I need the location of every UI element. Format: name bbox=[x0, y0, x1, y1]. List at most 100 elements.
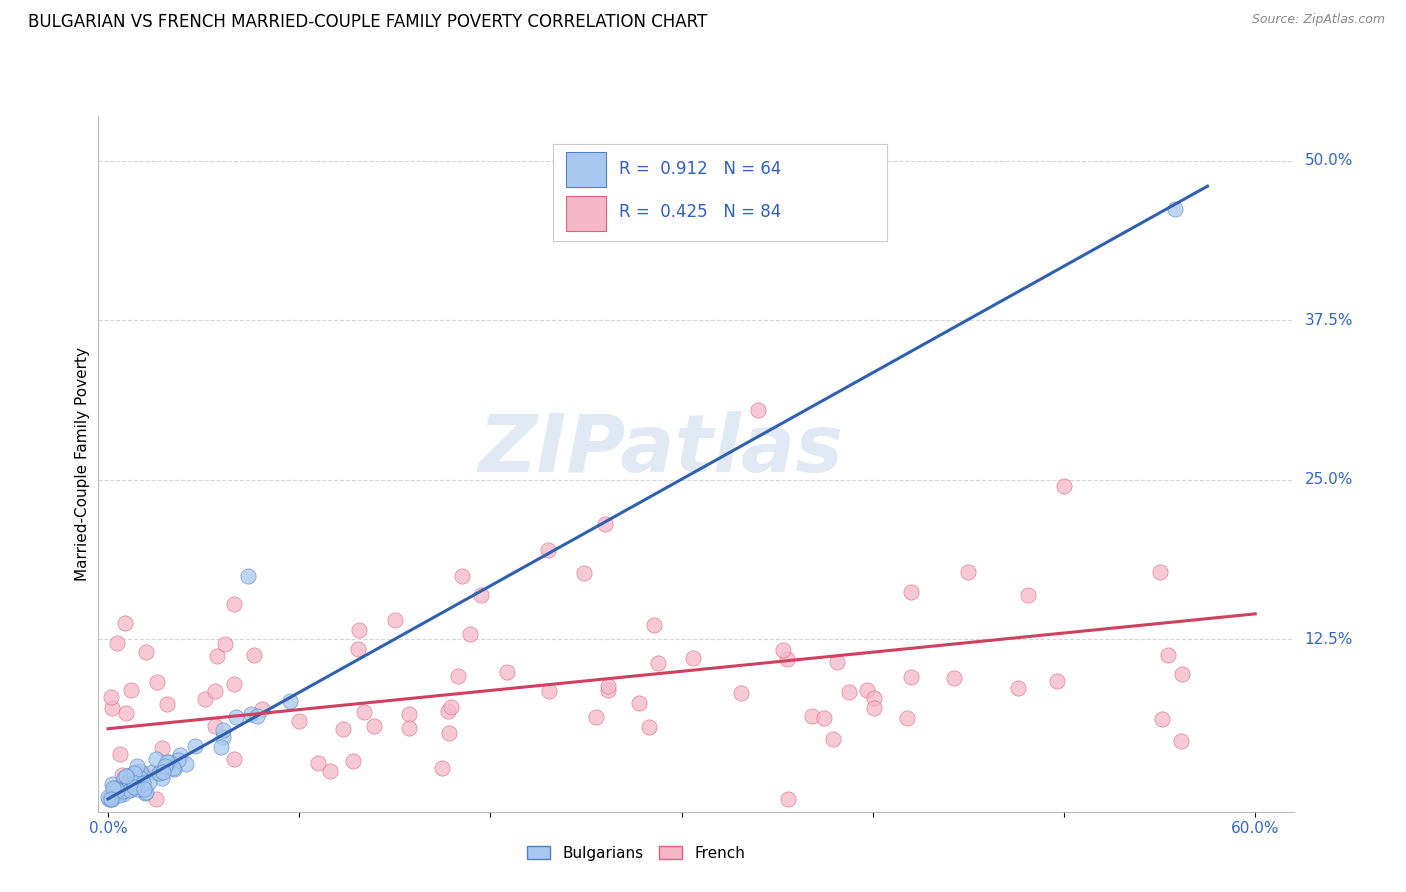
Point bbox=[100, 792, 122, 806]
Point bbox=[900, 670, 922, 684]
Point bbox=[138, 774, 160, 789]
Point bbox=[942, 671, 965, 685]
Point bbox=[124, 777, 146, 791]
Point bbox=[125, 764, 148, 779]
Point bbox=[825, 655, 848, 669]
Point bbox=[132, 776, 155, 790]
Point bbox=[152, 764, 174, 779]
Point bbox=[437, 704, 460, 718]
Point bbox=[307, 756, 329, 771]
Point bbox=[863, 690, 886, 705]
Point bbox=[747, 402, 769, 417]
Point bbox=[222, 597, 245, 611]
Point bbox=[110, 787, 132, 801]
Point bbox=[537, 543, 560, 558]
Point bbox=[100, 700, 122, 714]
Point bbox=[250, 702, 273, 716]
Point bbox=[243, 648, 266, 662]
Point bbox=[450, 568, 472, 582]
Point bbox=[120, 768, 142, 782]
Text: 12.5%: 12.5% bbox=[1305, 632, 1353, 647]
Point bbox=[596, 679, 619, 693]
Point bbox=[129, 774, 152, 789]
Point bbox=[129, 764, 152, 779]
Point bbox=[145, 792, 167, 806]
Point bbox=[496, 665, 519, 679]
Point bbox=[132, 781, 155, 796]
Text: BULGARIAN VS FRENCH MARRIED-COUPLE FAMILY POVERTY CORRELATION CHART: BULGARIAN VS FRENCH MARRIED-COUPLE FAMIL… bbox=[28, 13, 707, 31]
Point bbox=[447, 669, 470, 683]
Point bbox=[280, 694, 302, 708]
Point bbox=[207, 649, 229, 664]
Point bbox=[114, 769, 136, 783]
Point bbox=[627, 696, 650, 710]
Point bbox=[112, 772, 135, 786]
Point bbox=[593, 517, 616, 532]
Point bbox=[108, 747, 131, 761]
Point bbox=[111, 767, 134, 781]
Point bbox=[384, 613, 406, 627]
Point bbox=[288, 714, 311, 728]
Point bbox=[150, 771, 173, 785]
Point bbox=[647, 656, 669, 670]
Point bbox=[572, 566, 595, 581]
Point bbox=[1157, 648, 1180, 662]
Point bbox=[772, 642, 794, 657]
Point bbox=[682, 650, 704, 665]
Point bbox=[127, 780, 149, 794]
Point bbox=[118, 775, 141, 789]
Point bbox=[114, 615, 136, 630]
Point bbox=[167, 753, 190, 767]
Text: 37.5%: 37.5% bbox=[1305, 313, 1353, 327]
Point bbox=[97, 789, 120, 804]
Point bbox=[214, 637, 236, 651]
Point bbox=[153, 759, 176, 773]
Point bbox=[643, 617, 665, 632]
Point bbox=[169, 747, 191, 762]
Point bbox=[127, 782, 149, 797]
Point bbox=[1170, 734, 1192, 748]
Point bbox=[157, 756, 180, 770]
Point bbox=[240, 706, 263, 721]
Point bbox=[440, 700, 463, 714]
Text: 50.0%: 50.0% bbox=[1305, 153, 1353, 168]
Point bbox=[163, 762, 186, 776]
Point bbox=[108, 788, 131, 802]
Point bbox=[896, 710, 918, 724]
Point bbox=[470, 588, 492, 602]
Point bbox=[398, 706, 420, 721]
Point bbox=[638, 720, 661, 734]
Point bbox=[439, 726, 461, 740]
Point bbox=[100, 777, 122, 791]
Point bbox=[596, 682, 619, 697]
Y-axis label: Married-Couple Family Poverty: Married-Couple Family Poverty bbox=[75, 347, 90, 581]
Point bbox=[152, 740, 174, 755]
Point bbox=[122, 775, 145, 789]
Point bbox=[363, 719, 385, 733]
Point bbox=[100, 792, 122, 806]
Point bbox=[122, 766, 145, 780]
Point bbox=[1171, 667, 1194, 681]
Point bbox=[194, 692, 217, 706]
Point bbox=[1053, 479, 1076, 493]
Point bbox=[156, 697, 179, 711]
Point bbox=[1152, 712, 1174, 726]
Point bbox=[212, 731, 235, 745]
Point bbox=[823, 731, 845, 746]
Text: R =  0.912   N = 64: R = 0.912 N = 64 bbox=[620, 160, 782, 178]
Point bbox=[135, 784, 157, 798]
Point bbox=[98, 792, 121, 806]
Point bbox=[124, 776, 146, 790]
Point bbox=[148, 766, 170, 780]
Point bbox=[115, 782, 138, 797]
Point bbox=[246, 709, 269, 723]
Point bbox=[135, 645, 157, 659]
Point bbox=[156, 755, 179, 769]
Point bbox=[1017, 588, 1039, 602]
Text: R =  0.425   N = 84: R = 0.425 N = 84 bbox=[620, 203, 782, 221]
Point bbox=[145, 752, 167, 766]
Point bbox=[107, 783, 129, 797]
Point bbox=[222, 677, 245, 691]
Point bbox=[236, 568, 259, 582]
Point bbox=[838, 685, 860, 699]
